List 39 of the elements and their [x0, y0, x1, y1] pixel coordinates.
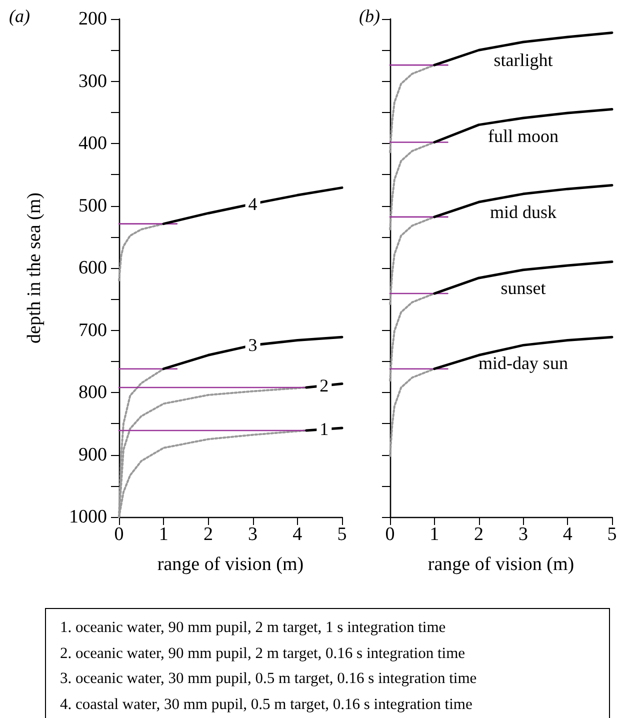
- y-tick-label: 400: [78, 133, 107, 154]
- x-axis-title: range of vision (m): [428, 554, 574, 575]
- text: 4. coastal water, 30 mm pupil, 0.5 m target, 0.16 s integration time: [60, 694, 474, 714]
- x-axis-title: range of vision (m): [157, 554, 304, 575]
- text: 2. oceanic water, 90 mm pupil, 2 m target, 0.16 s integration time: [60, 644, 466, 664]
- series-label: mid dusk: [490, 202, 556, 222]
- text: 3. oceanic water, 30 mm pupil, 0.5 m target, 0.16 s integration time: [60, 669, 478, 689]
- x-tick-label: 4: [292, 524, 303, 545]
- series-label: 3: [248, 335, 258, 356]
- series-label: full moon: [488, 126, 558, 146]
- y-tick-label: 1000: [69, 506, 107, 528]
- x-tick-label: 0: [385, 524, 395, 545]
- y-tick-label: 900: [78, 444, 107, 466]
- y-axis-title: depth in the sea (m): [24, 192, 45, 344]
- series-label: starlight: [494, 50, 553, 70]
- text: 1. oceanic water, 90 mm pupil, 2 m target, 1 s integration time: [60, 618, 447, 638]
- x-tick-label: 1: [430, 524, 440, 545]
- series-label: 2: [320, 376, 329, 396]
- series-label: 4: [248, 194, 258, 214]
- x-tick-label: 0: [114, 524, 124, 545]
- y-tick-label: 600: [78, 258, 107, 278]
- series-label: mid-day sun: [478, 353, 568, 374]
- y-tick-label: 200: [78, 8, 107, 30]
- x-tick-label: 2: [474, 524, 484, 545]
- x-tick-label: 5: [337, 524, 347, 545]
- x-tick-label: 2: [203, 524, 213, 545]
- chart-title: (b): [359, 6, 380, 26]
- x-tick-label: 4: [562, 524, 573, 545]
- x-tick-label: 1: [158, 524, 168, 545]
- series-label: sunset: [500, 278, 546, 298]
- y-tick-label: 300: [78, 70, 107, 92]
- x-tick-label: 3: [248, 524, 258, 545]
- y-tick-label: 500: [78, 195, 107, 216]
- y-tick-label: 800: [78, 382, 107, 403]
- series-label: 1: [320, 419, 329, 440]
- x-tick-label: 5: [607, 524, 617, 545]
- chart-title: (a): [9, 6, 30, 26]
- y-tick-label: 700: [78, 320, 107, 341]
- x-tick-label: 3: [518, 524, 528, 545]
